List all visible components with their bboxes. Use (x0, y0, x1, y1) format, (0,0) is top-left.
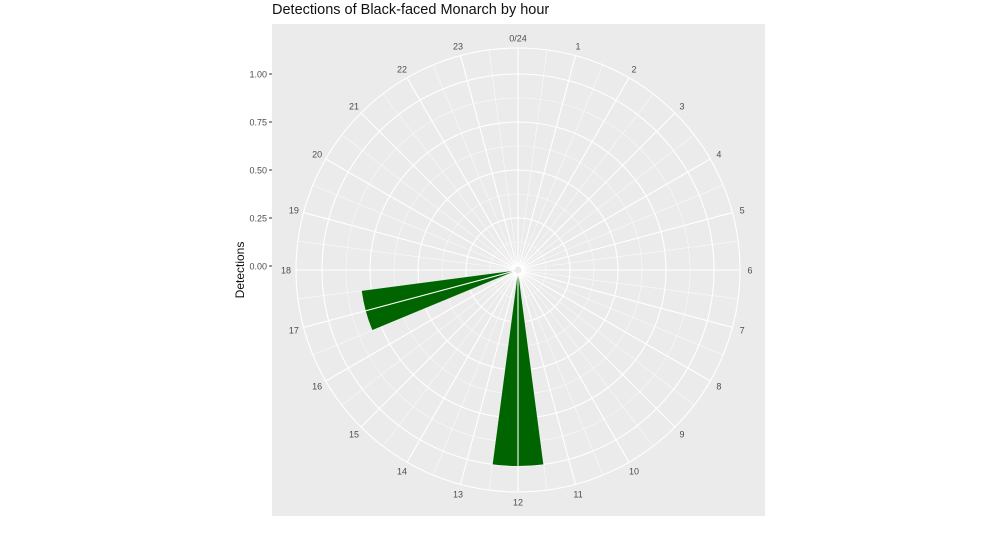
grid-spoke-major (518, 273, 576, 485)
grid-spoke-minor (297, 240, 515, 270)
grid-spoke-minor (520, 272, 695, 406)
grid-spoke-major (360, 272, 516, 428)
spoke-layer (296, 48, 740, 492)
hour-label: 21 (349, 101, 359, 111)
grid-spoke-minor (520, 272, 654, 447)
grid-spoke-minor (521, 270, 739, 300)
grid-spoke-major (521, 271, 711, 382)
grid-spoke-major (460, 55, 518, 267)
grid-spoke-minor (521, 240, 739, 270)
grid-spoke-major (406, 77, 517, 267)
grid-spoke-minor (297, 270, 515, 300)
hour-label: 1 (576, 41, 581, 51)
grid-spoke-major (521, 212, 733, 270)
grid-spoke-minor (519, 64, 604, 267)
hour-label: 3 (680, 101, 685, 111)
y-axis-layer: 0.00 0.25 0.50 0.75 1.00 (249, 70, 272, 272)
hour-label: 22 (397, 65, 407, 75)
grid-spoke-minor (382, 272, 516, 447)
hour-label: 8 (716, 382, 721, 392)
hour-label: 6 (747, 266, 752, 276)
chart-title: Detections of Black-faced Monarch by hou… (272, 2, 550, 18)
hour-label: 18 (281, 266, 291, 276)
grid-spoke-minor (312, 184, 515, 269)
grid-spoke-major (520, 112, 676, 268)
grid-spoke-major (521, 270, 733, 328)
grid-spoke-minor (488, 49, 518, 267)
hour-label: 10 (629, 466, 639, 476)
grid-spoke-minor (341, 272, 516, 406)
hour-label: 23 (453, 41, 463, 51)
hour-label: 12 (513, 498, 523, 508)
grid-spoke-minor (382, 93, 516, 268)
grid-spoke-major (518, 55, 576, 267)
hour-label: 0/24 (509, 34, 527, 44)
bar-wedge (361, 270, 515, 331)
hour-label: 11 (573, 490, 582, 500)
grid-spoke-minor (432, 64, 517, 267)
hour-label: 7 (740, 326, 745, 336)
grid-spoke-minor (519, 273, 604, 476)
hour-label: 17 (289, 326, 299, 336)
y-tick-label: 0.75 (249, 118, 267, 128)
grid-spoke-minor (341, 134, 516, 268)
hour-label: 2 (631, 65, 636, 75)
y-tick-label: 1.00 (249, 70, 267, 80)
hour-label: 16 (312, 382, 322, 392)
hour-label: 4 (716, 150, 721, 160)
y-tick-label: 0.00 (249, 262, 267, 272)
grid-spoke-minor (312, 271, 515, 356)
grid-spoke-minor (432, 273, 517, 476)
hour-label: 20 (312, 150, 322, 160)
hour-label: 13 (453, 490, 463, 500)
grid-spoke-major (360, 112, 516, 268)
grid-spoke-major (460, 273, 518, 485)
grid-spoke-major (520, 272, 676, 428)
grid-spoke-major (325, 271, 515, 382)
grid-spoke-minor (521, 184, 724, 269)
grid-spoke-major (521, 158, 711, 269)
grid-spoke-minor (518, 273, 548, 491)
grid-spoke-minor (518, 49, 548, 267)
grid-spoke-minor (521, 271, 724, 356)
hour-label: 15 (349, 430, 359, 440)
grid-spoke-major (303, 212, 515, 270)
grid-spoke-major (406, 273, 517, 463)
grid-spoke-major (325, 158, 515, 269)
grid-spoke-major (519, 273, 630, 463)
y-tick-label: 0.25 (249, 214, 267, 224)
grid-spoke-major (303, 270, 515, 328)
hour-label: 9 (680, 430, 685, 440)
hour-label: 14 (397, 466, 407, 476)
hour-label: 19 (289, 205, 299, 215)
hour-label-layer: 0/24123456789101112131415161718192021222… (281, 34, 753, 508)
grid-spoke-minor (520, 93, 654, 268)
grid-spoke-minor (488, 273, 518, 491)
hour-label: 5 (740, 205, 745, 215)
grid-spoke-minor (520, 134, 695, 268)
y-tick-label: 0.50 (249, 166, 267, 176)
grid-spoke-major (519, 77, 630, 267)
